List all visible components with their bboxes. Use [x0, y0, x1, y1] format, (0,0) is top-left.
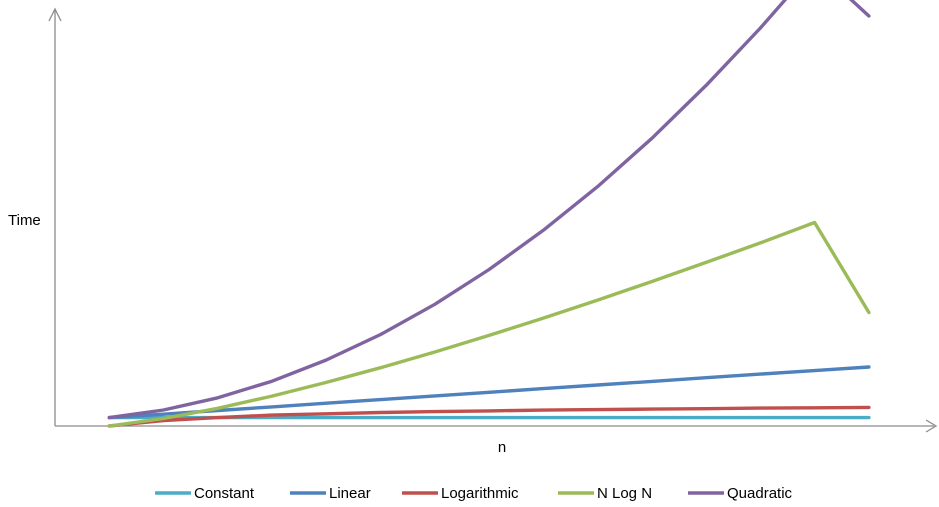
legend-item-linear: Linear — [290, 485, 371, 502]
x-axis-label: n — [498, 439, 506, 456]
legend-label-quadratic: Quadratic — [727, 485, 793, 502]
legend-item-quadratic: Quadratic — [688, 485, 793, 502]
legend-label-logarithmic: Logarithmic — [441, 485, 519, 502]
legend: Constant Linear Logarithmic N Log N Quadrati… — [155, 485, 793, 502]
y-axis-label: Time — [8, 212, 41, 229]
series-line-n-log-n — [107, 220, 871, 428]
series-line-linear — [107, 365, 871, 420]
series-layer — [107, 0, 871, 428]
series-line-logarithmic — [107, 405, 871, 428]
legend-item-constant: Constant — [155, 485, 255, 502]
y-axis-arrow-icon — [48, 7, 62, 22]
legend-label-n-log-n: N Log N — [597, 485, 652, 502]
axes — [48, 7, 938, 433]
series-line-quadratic — [107, 0, 871, 420]
legend-item-logarithmic: Logarithmic — [402, 485, 519, 502]
legend-item-n-log-n: N Log N — [558, 485, 652, 502]
x-axis-arrow-icon — [925, 419, 938, 433]
legend-label-constant: Constant — [194, 485, 255, 502]
legend-label-linear: Linear — [329, 485, 371, 502]
